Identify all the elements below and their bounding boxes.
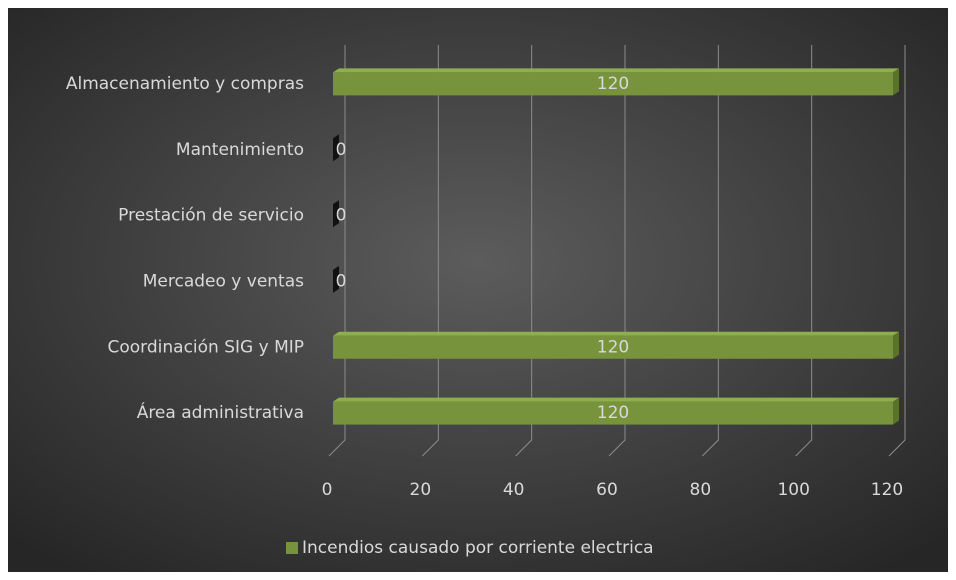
y-tick-label: Coordinación SIG y MIP — [108, 337, 305, 357]
bar-top — [333, 68, 899, 73]
data-label: 0 — [336, 140, 347, 160]
data-label: 0 — [336, 206, 347, 226]
y-tick-label: Prestación de servicio — [118, 206, 304, 226]
grid-line — [888, 45, 906, 457]
grid-line — [328, 45, 346, 457]
bar — [333, 335, 893, 359]
bar — [333, 72, 893, 96]
bar — [333, 401, 893, 425]
grid-line — [515, 45, 533, 457]
x-tick-label: 0 — [322, 480, 333, 500]
bar-side — [893, 68, 899, 96]
grid-line — [795, 45, 813, 457]
y-tick-label: Área administrativa — [137, 401, 304, 423]
legend-label: Incendios causado por corriente electric… — [302, 538, 654, 558]
x-tick-label: 60 — [596, 480, 618, 500]
bar-side — [893, 331, 899, 359]
x-tick-label: 80 — [690, 480, 712, 500]
x-tick-label: 100 — [777, 480, 809, 500]
y-tick-label: Almacenamiento y compras — [66, 74, 304, 94]
grid-line — [421, 45, 439, 457]
bar-side — [333, 134, 339, 162]
grid-line — [608, 45, 626, 457]
y-tick-label: Mantenimiento — [176, 140, 304, 160]
x-tick-label: 20 — [410, 480, 432, 500]
legend-swatch — [286, 542, 298, 554]
data-label: 120 — [597, 74, 629, 94]
bar-side — [893, 397, 899, 425]
bar-top — [333, 331, 899, 336]
bar-side — [333, 200, 339, 228]
grid-line — [701, 45, 719, 457]
chart-background — [8, 8, 948, 572]
y-tick-label: Mercadeo y ventas — [143, 271, 304, 291]
data-label: 0 — [336, 271, 347, 291]
data-label: 120 — [597, 337, 629, 357]
bar-top — [333, 397, 899, 402]
x-tick-label: 40 — [503, 480, 525, 500]
data-label: 120 — [597, 403, 629, 423]
x-tick-label: 120 — [871, 480, 903, 500]
bar-side — [333, 265, 339, 293]
